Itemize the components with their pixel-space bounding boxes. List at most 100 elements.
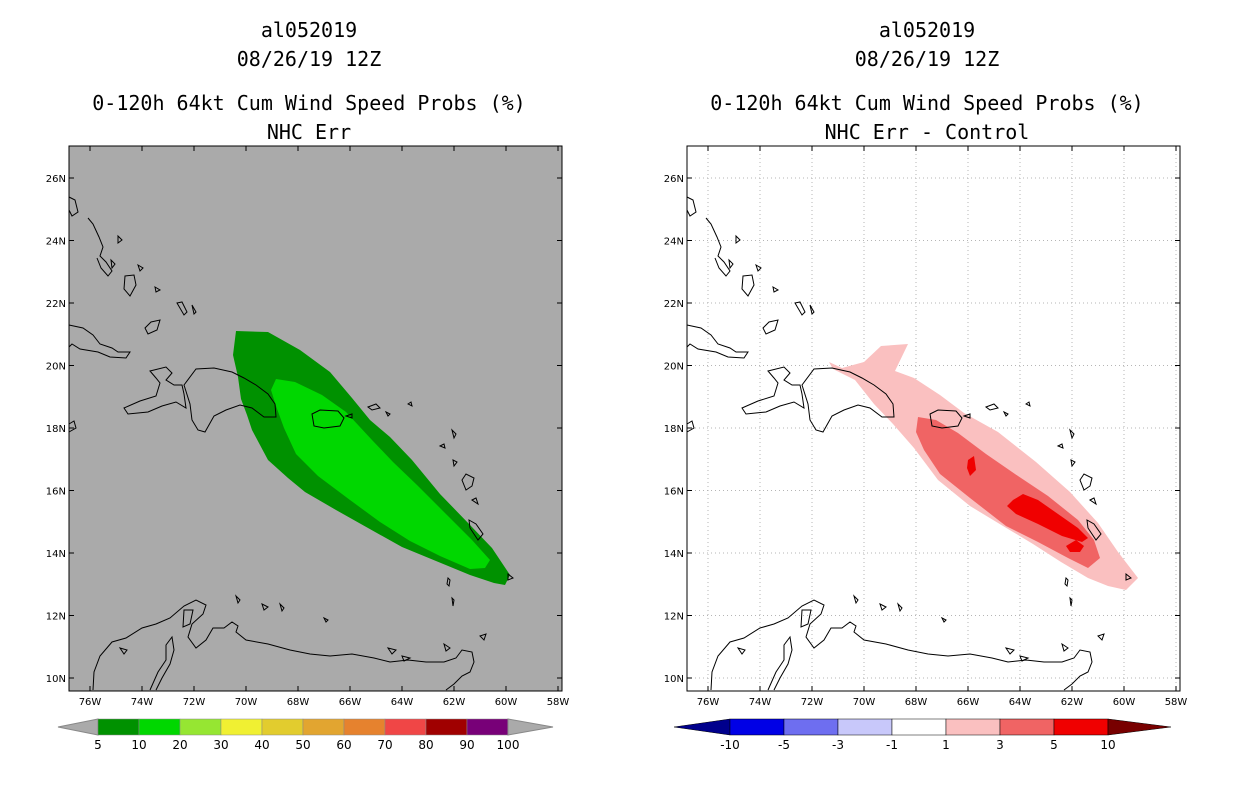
colorbar-label: -3 (832, 738, 844, 752)
coastline-segment (1056, 443, 1064, 449)
coastline-segment (322, 616, 329, 623)
lat-label: 10N (46, 674, 66, 685)
coastline-segment (1079, 473, 1093, 491)
colorbar-label: 50 (295, 738, 310, 752)
probability-map: 76W 74W 72W 70W 68W 66W 64W 62W 60W 58W 26N 24N 22N 2… (46, 145, 570, 752)
coastline-segment (1061, 642, 1069, 652)
coastline-segment (154, 285, 162, 293)
coastline (686, 196, 1132, 691)
colorbar-swatch (783, 718, 839, 736)
coastline-segment (92, 599, 475, 691)
coastline-segment (149, 635, 175, 691)
colorbar-end-high (507, 718, 554, 736)
colorbar-swatch (179, 718, 222, 736)
colorbar-end-low (673, 718, 731, 736)
lon-label: 70W (853, 697, 876, 708)
contour-fill-5-c (1066, 540, 1084, 552)
colorbar-label: 5 (1050, 738, 1058, 752)
lon-label: 60W (495, 697, 518, 708)
lon-label: 66W (957, 697, 980, 708)
coastline-segment (809, 304, 815, 315)
colorbar-end-low (57, 718, 99, 736)
coastline-segment (1097, 633, 1105, 641)
lat-label: 10N (664, 674, 684, 685)
coastline-segment (767, 635, 793, 691)
coastline-segment (940, 616, 947, 623)
coastline-segment (461, 473, 475, 491)
coastline-segment (451, 428, 457, 440)
coastline-segment (686, 420, 695, 433)
coastline-segment (344, 413, 353, 419)
lat-label: 20N (664, 362, 684, 373)
colorbar-label: -10 (720, 738, 740, 752)
lon-label: 74W (131, 697, 154, 708)
axis-ticks: 76W 74W 72W 70W 68W 66W 64W 62W 60W 58W 26N 24N 22N 2… (46, 146, 570, 708)
coastline-segment (87, 217, 113, 277)
coastline-segment (68, 324, 131, 359)
coastline-segment (1070, 459, 1076, 468)
colorbar-swatch (466, 718, 509, 736)
datetime-title: 08/26/19 12Z (854, 47, 1000, 71)
datetime-title: 08/26/19 12Z (236, 47, 382, 71)
coastline-segment (407, 401, 413, 407)
lat-label: 24N (664, 237, 684, 248)
panel-nhc-err-control: al052019 08/26/19 12Z 0-120h 64kt Cum Wi… (618, 0, 1236, 800)
colorbar-label: 10 (131, 738, 146, 752)
lat-label: 18N (664, 424, 684, 435)
map-frame (686, 145, 1181, 692)
coastline-segment (479, 633, 487, 641)
colorbar-label: 100 (497, 738, 520, 752)
coastline-segment (68, 196, 79, 217)
coastline-segment (123, 366, 187, 415)
lon-label: 58W (547, 697, 570, 708)
colorbar-label: -1 (886, 738, 898, 752)
coastline-segment (384, 410, 391, 417)
lon-label: 76W (79, 697, 102, 708)
colorbar-swatch (138, 718, 181, 736)
coastline-segment (705, 217, 731, 277)
colorbar-swatch (384, 718, 427, 736)
lon-label: 72W (183, 697, 206, 708)
lon-label: 74W (749, 697, 772, 708)
coastline-segment (507, 572, 514, 581)
product-title: 0-120h 64kt Cum Wind Speed Probs (%) (710, 91, 1144, 115)
coastline-segment (144, 319, 161, 335)
coastline-segment (176, 301, 188, 316)
panel-nhc-err: al052019 08/26/19 12Z 0-120h 64kt Cum Wi… (46, 18, 570, 752)
contour-10-20 (271, 379, 490, 569)
coastline-segment (366, 403, 381, 411)
lon-label: 68W (287, 697, 310, 708)
coastline-segment (137, 263, 144, 272)
coastline-segment (1002, 410, 1009, 417)
coastline-segment (1125, 572, 1132, 581)
coastline-segment (741, 366, 805, 415)
coastline-segment (929, 409, 963, 429)
colorbar-swatch (343, 718, 386, 736)
subtitle: NHC Err (266, 120, 352, 144)
coastline-segment (686, 196, 697, 217)
coastline-segment (800, 609, 812, 628)
coastline-segment (735, 234, 741, 244)
colorbar-label: 60 (336, 738, 351, 752)
colorbar-label: 90 (459, 738, 474, 752)
lat-label: 26N (46, 174, 66, 185)
colorbar-swatch (425, 718, 468, 736)
lat-label: 16N (664, 487, 684, 498)
lon-label: 64W (1009, 697, 1032, 708)
colorbar-label: 70 (377, 738, 392, 752)
coastline-segment (311, 409, 345, 429)
lon-label: 76W (697, 697, 720, 708)
coastline-segment (443, 642, 451, 652)
coastline-segment (984, 403, 999, 411)
product-title: 0-120h 64kt Cum Wind Speed Probs (%) (92, 91, 526, 115)
coastline-segment (755, 263, 762, 272)
colorbar-label: 80 (418, 738, 433, 752)
colorbar-swatch (302, 718, 345, 736)
coastline-segment (110, 258, 116, 270)
coastline-segment (1019, 655, 1030, 662)
axis-ticks: 76W 74W 72W 70W 68W 66W 64W 62W 60W 58W 26N 24N 22N 2… (664, 146, 1187, 708)
coastline-segment (801, 367, 895, 433)
colorbar-swatch (837, 718, 893, 736)
colorbar-swatch (729, 718, 785, 736)
colorbar-label: 30 (213, 738, 228, 752)
